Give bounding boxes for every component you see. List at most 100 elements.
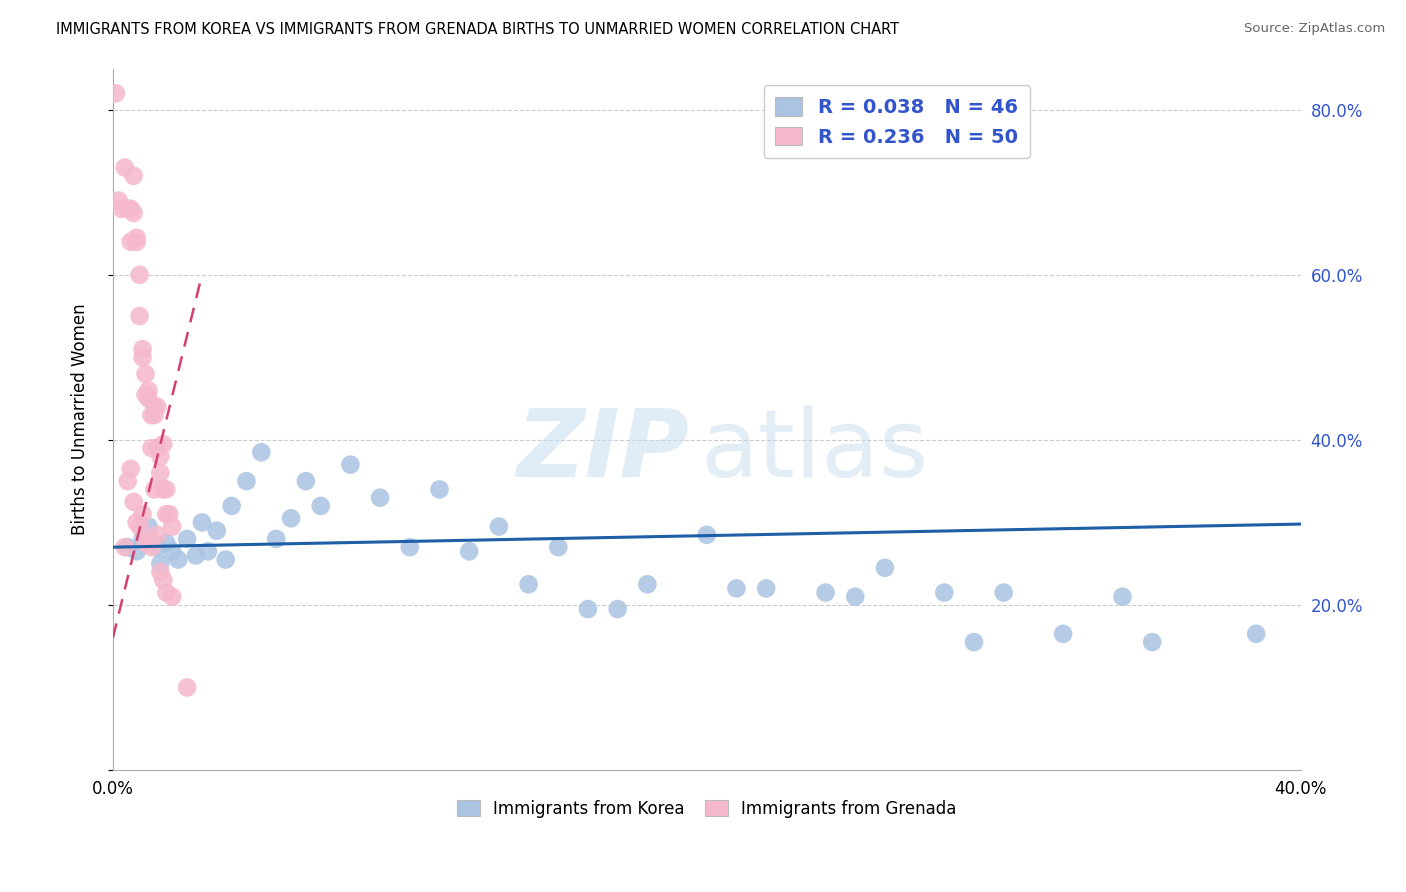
Point bbox=[339, 458, 361, 472]
Point bbox=[131, 532, 153, 546]
Point bbox=[146, 400, 169, 414]
Point bbox=[191, 516, 214, 530]
Point bbox=[576, 602, 599, 616]
Point bbox=[167, 552, 190, 566]
Point bbox=[162, 590, 184, 604]
Point bbox=[197, 544, 219, 558]
Point bbox=[844, 590, 866, 604]
Point bbox=[1052, 627, 1074, 641]
Point bbox=[1244, 627, 1267, 641]
Point bbox=[138, 532, 160, 546]
Point bbox=[696, 528, 718, 542]
Point bbox=[814, 585, 837, 599]
Point bbox=[1111, 590, 1133, 604]
Point bbox=[146, 441, 169, 455]
Point bbox=[146, 528, 169, 542]
Point bbox=[155, 483, 177, 497]
Point bbox=[429, 483, 451, 497]
Point bbox=[280, 511, 302, 525]
Point bbox=[934, 585, 956, 599]
Y-axis label: Births to Unmarried Women: Births to Unmarried Women bbox=[72, 303, 89, 535]
Point bbox=[547, 540, 569, 554]
Point bbox=[122, 206, 145, 220]
Point bbox=[873, 561, 896, 575]
Point bbox=[111, 202, 134, 216]
Point bbox=[134, 536, 156, 550]
Point bbox=[143, 400, 166, 414]
Point bbox=[152, 483, 174, 497]
Point bbox=[125, 235, 148, 249]
Point bbox=[114, 540, 136, 554]
Point bbox=[235, 474, 257, 488]
Point bbox=[176, 681, 198, 695]
Point bbox=[120, 235, 142, 249]
Point bbox=[125, 544, 148, 558]
Point bbox=[128, 268, 150, 282]
Point bbox=[134, 387, 156, 401]
Point bbox=[963, 635, 986, 649]
Point bbox=[205, 524, 228, 538]
Text: IMMIGRANTS FROM KOREA VS IMMIGRANTS FROM GRENADA BIRTHS TO UNMARRIED WOMEN CORRE: IMMIGRANTS FROM KOREA VS IMMIGRANTS FROM… bbox=[56, 22, 900, 37]
Point bbox=[149, 557, 172, 571]
Point bbox=[138, 519, 160, 533]
Text: Source: ZipAtlas.com: Source: ZipAtlas.com bbox=[1244, 22, 1385, 36]
Point bbox=[155, 536, 177, 550]
Text: ZIP: ZIP bbox=[516, 405, 689, 497]
Point bbox=[221, 499, 243, 513]
Point bbox=[149, 565, 172, 579]
Point bbox=[368, 491, 391, 505]
Point bbox=[128, 309, 150, 323]
Point bbox=[155, 507, 177, 521]
Point bbox=[131, 342, 153, 356]
Point bbox=[152, 437, 174, 451]
Point bbox=[125, 516, 148, 530]
Point bbox=[120, 202, 142, 216]
Point bbox=[141, 408, 163, 422]
Point bbox=[141, 540, 163, 554]
Point bbox=[162, 544, 184, 558]
Point bbox=[143, 408, 166, 422]
Point bbox=[176, 532, 198, 546]
Point bbox=[117, 540, 139, 554]
Point bbox=[993, 585, 1015, 599]
Point bbox=[149, 466, 172, 480]
Point bbox=[458, 544, 481, 558]
Point bbox=[138, 384, 160, 398]
Point bbox=[636, 577, 658, 591]
Point bbox=[146, 540, 169, 554]
Point bbox=[398, 540, 420, 554]
Point bbox=[264, 532, 287, 546]
Point bbox=[122, 495, 145, 509]
Point bbox=[107, 194, 129, 208]
Point bbox=[134, 367, 156, 381]
Point bbox=[149, 450, 172, 464]
Point bbox=[131, 351, 153, 365]
Point bbox=[120, 462, 142, 476]
Point bbox=[131, 507, 153, 521]
Legend: Immigrants from Korea, Immigrants from Grenada: Immigrants from Korea, Immigrants from G… bbox=[450, 794, 963, 825]
Point bbox=[1140, 635, 1163, 649]
Point bbox=[162, 519, 184, 533]
Point bbox=[117, 474, 139, 488]
Point bbox=[725, 582, 748, 596]
Point bbox=[141, 441, 163, 455]
Point bbox=[157, 507, 180, 521]
Point bbox=[755, 582, 778, 596]
Point bbox=[517, 577, 540, 591]
Point bbox=[488, 519, 510, 533]
Point bbox=[215, 552, 238, 566]
Point bbox=[184, 549, 207, 563]
Point bbox=[295, 474, 318, 488]
Point bbox=[125, 230, 148, 244]
Point bbox=[138, 392, 160, 406]
Point bbox=[114, 161, 136, 175]
Point bbox=[155, 585, 177, 599]
Point bbox=[250, 445, 273, 459]
Point bbox=[606, 602, 628, 616]
Point bbox=[104, 87, 127, 101]
Point bbox=[309, 499, 332, 513]
Point bbox=[143, 483, 166, 497]
Point bbox=[152, 573, 174, 587]
Text: atlas: atlas bbox=[700, 405, 929, 497]
Point bbox=[128, 519, 150, 533]
